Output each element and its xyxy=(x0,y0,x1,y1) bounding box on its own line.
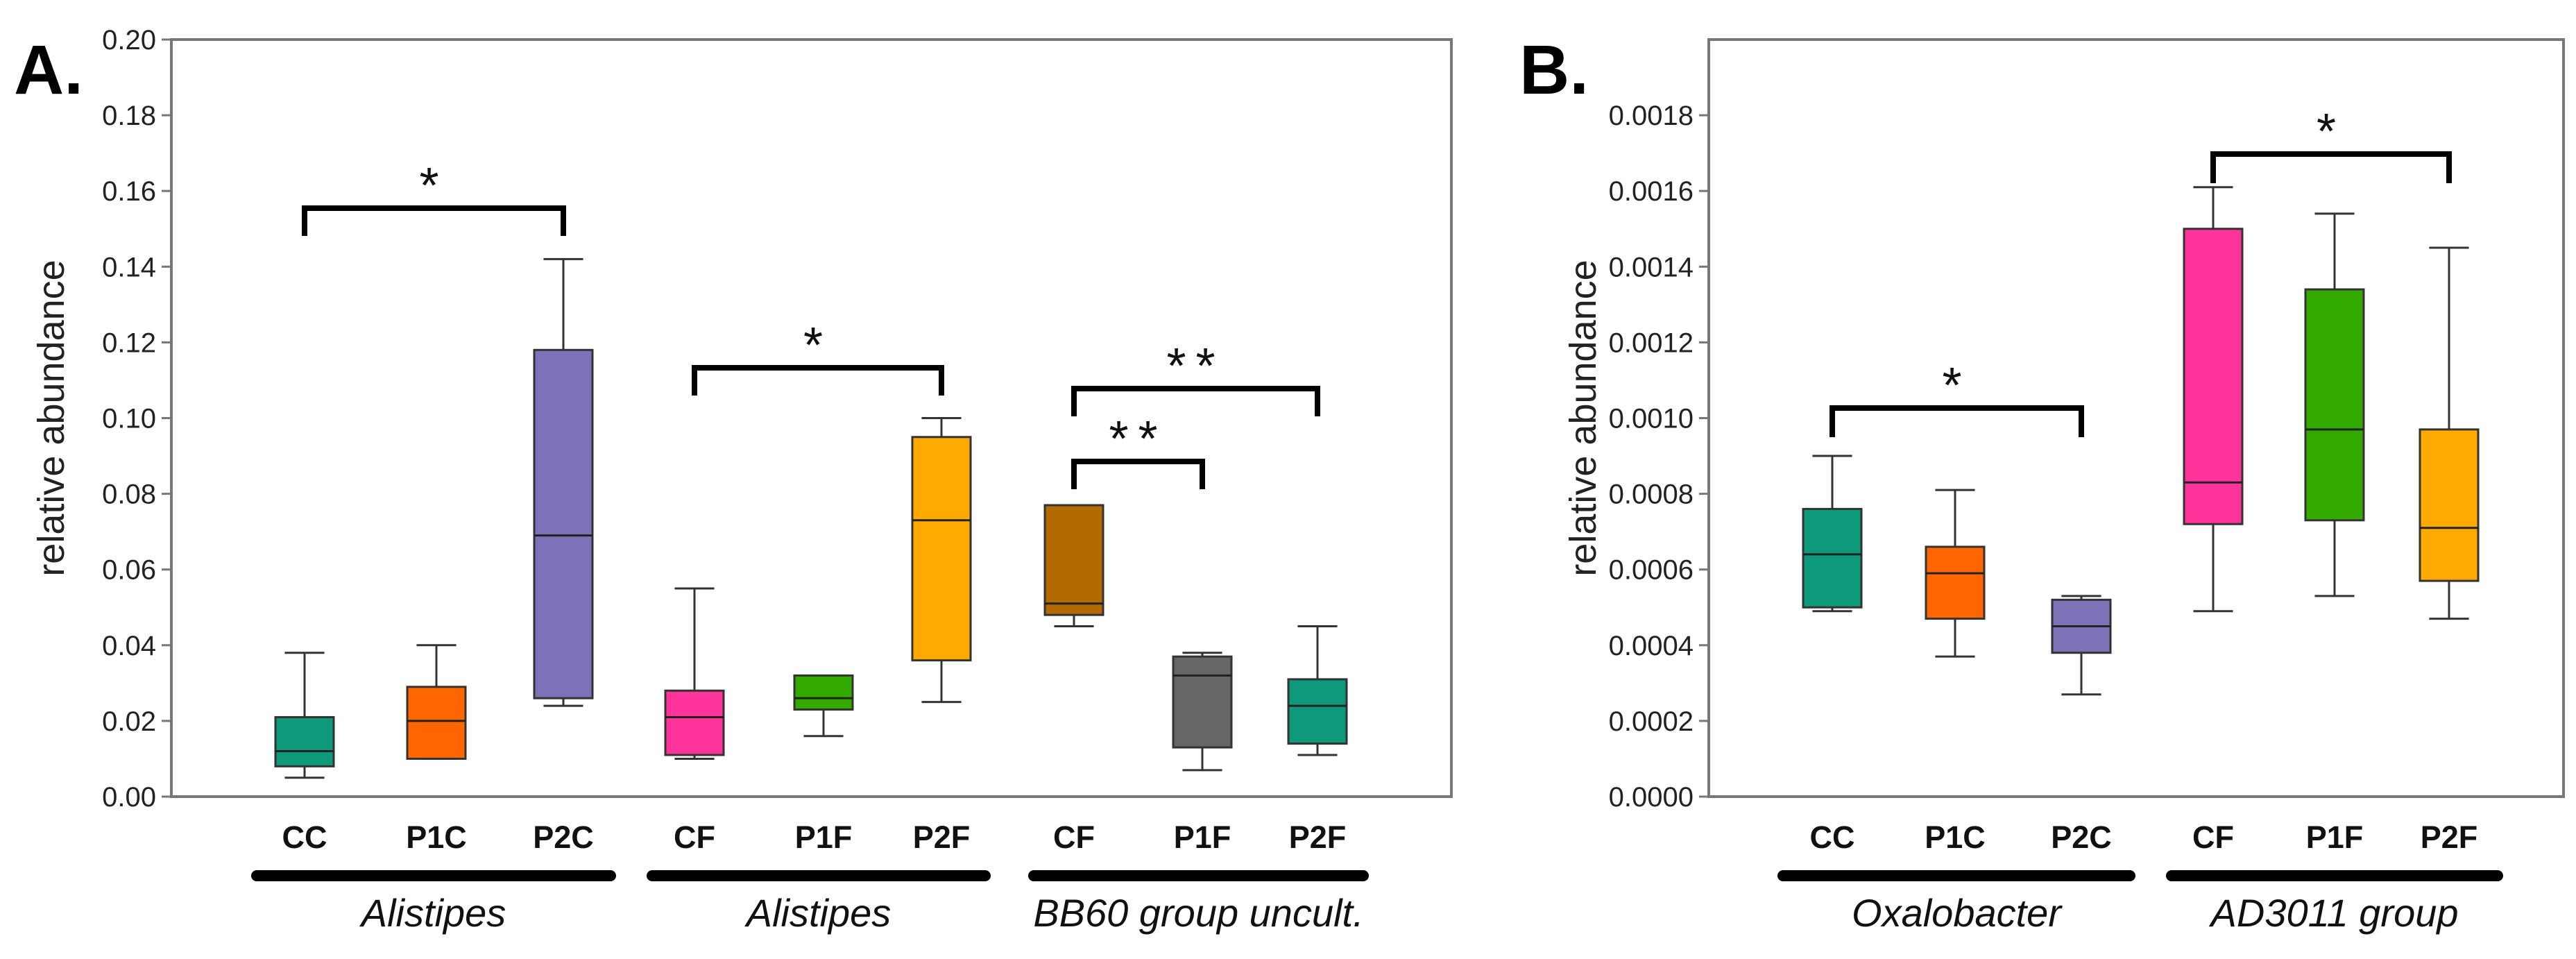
category-label: CC xyxy=(282,820,327,855)
y-tick-label: 0.0006 xyxy=(1609,555,1694,586)
significance-marker: * xyxy=(803,318,833,373)
box-p2c xyxy=(2051,595,2112,696)
y-tick-label: 0.18 xyxy=(102,101,156,131)
bracket-line xyxy=(1071,386,1320,416)
category-label: P1F xyxy=(2306,820,2364,855)
box-iqr xyxy=(1172,655,1233,749)
significance-marker: * xyxy=(1942,358,1971,414)
y-axis-label: relative abundance xyxy=(31,260,72,576)
category-label: P2F xyxy=(913,820,971,855)
group-label: BB60 group uncult. xyxy=(1033,891,1363,935)
significance-marker: * xyxy=(2317,104,2346,160)
category-label: P1C xyxy=(1925,820,1986,855)
box-iqr xyxy=(1925,545,1986,620)
y-tick-label: 0.10 xyxy=(102,404,156,434)
group-label: AD3011 group xyxy=(2209,891,2459,935)
box-cc xyxy=(274,652,335,779)
group-label: Alistipes xyxy=(744,891,892,935)
y-tick-label: 0.0004 xyxy=(1609,631,1694,661)
box-p2f xyxy=(911,417,972,704)
bracket-line xyxy=(2210,151,2452,183)
box-p1f xyxy=(793,674,854,738)
category-label: P2F xyxy=(1289,820,1347,855)
box-iqr xyxy=(2183,228,2244,525)
box-iqr xyxy=(911,436,972,662)
bracket-line xyxy=(692,365,944,396)
bracket-line xyxy=(1829,405,2084,437)
box-iqr xyxy=(1287,678,1348,745)
category-label: CF xyxy=(674,820,715,855)
box-p1f xyxy=(2304,212,2365,597)
category-label: P2C xyxy=(533,820,594,855)
significance-marker: ** xyxy=(1109,411,1167,467)
y-tick-label: 0.0014 xyxy=(1609,252,1694,282)
bracket-line xyxy=(302,205,566,236)
significance-bracket: * xyxy=(2210,104,2452,183)
y-tick-label: 0.00 xyxy=(102,782,156,813)
box-p1c xyxy=(406,644,467,760)
y-tick-label: 0.0016 xyxy=(1609,176,1694,207)
box-iqr xyxy=(274,715,335,767)
y-tick-label: 0.12 xyxy=(102,328,156,358)
box-iqr xyxy=(2419,428,2480,582)
panel-label: A. xyxy=(14,31,83,109)
box-cc xyxy=(1802,455,1863,613)
significance-bracket: ** xyxy=(1071,411,1205,489)
y-tick-label: 0.02 xyxy=(102,706,156,737)
panel-a: 0.00 0.02 0.04 0.06 0.08 0.10 0.12 0.14 0.16 0.18… xyxy=(14,25,1453,935)
category-label: P2F xyxy=(2421,820,2478,855)
box-cf xyxy=(2183,186,2244,613)
box-cf xyxy=(1043,504,1104,628)
group-label: Oxalobacter xyxy=(1852,891,2063,935)
box-iqr xyxy=(1802,507,1863,609)
box-iqr xyxy=(1043,504,1104,616)
box-p2f xyxy=(2419,246,2480,620)
box-p2c xyxy=(533,257,594,707)
significance-bracket: * xyxy=(1829,358,2084,437)
category-label: P1F xyxy=(795,820,853,855)
y-tick-label: 0.06 xyxy=(102,555,156,586)
box-p2f xyxy=(1287,625,1348,756)
panel-b: 0.0000 0.0002 0.0004 0.0006 0.0008 0.0010 0.00… xyxy=(1519,31,2565,935)
box-p1f xyxy=(1172,652,1233,772)
y-tick-label: 0.0002 xyxy=(1609,706,1694,737)
y-tick-label: 0.20 xyxy=(102,25,156,56)
significance-marker: * xyxy=(419,158,448,214)
box-iqr xyxy=(406,686,467,760)
box-iqr xyxy=(664,689,725,756)
y-tick-label: 0.04 xyxy=(102,631,156,661)
significance-marker: ** xyxy=(1166,339,1225,394)
y-tick-label: 0.0010 xyxy=(1609,404,1694,434)
significance-bracket: * xyxy=(692,318,944,396)
box-p1c xyxy=(1925,489,1986,658)
y-tick-label: 0.0000 xyxy=(1609,782,1694,813)
significance-bracket: * xyxy=(302,158,566,236)
category-label: P1F xyxy=(1174,820,1231,855)
category-label: P2C xyxy=(2051,820,2112,855)
category-label: CF xyxy=(1053,820,1095,855)
y-tick-label: 0.16 xyxy=(102,176,156,207)
y-tick-label: 0.0018 xyxy=(1609,101,1694,131)
box-cf xyxy=(664,587,725,760)
bracket-line xyxy=(1071,459,1205,489)
y-axis-label: relative abundance xyxy=(1562,260,1604,576)
y-tick-label: 0.0008 xyxy=(1609,479,1694,510)
box-iqr xyxy=(793,674,854,711)
category-label: P1C xyxy=(406,820,467,855)
y-tick-label: 0.08 xyxy=(102,479,156,510)
y-tick-label: 0.14 xyxy=(102,252,156,282)
category-label: CF xyxy=(2192,820,2234,855)
category-label: CC xyxy=(1810,820,1855,855)
significance-bracket: ** xyxy=(1071,339,1320,416)
box-iqr xyxy=(533,348,594,699)
group-label: Alistipes xyxy=(359,891,506,935)
box-iqr xyxy=(2304,288,2365,522)
panel-label: B. xyxy=(1519,31,1589,109)
y-tick-label: 0.0012 xyxy=(1609,328,1694,358)
